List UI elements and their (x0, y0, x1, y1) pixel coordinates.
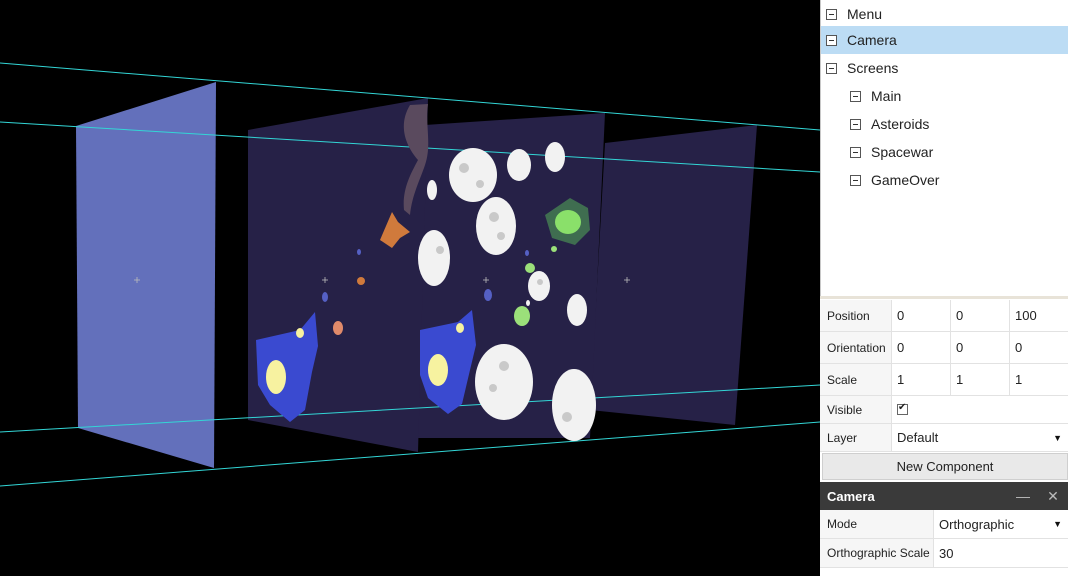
asteroid-sprites (418, 142, 596, 441)
layer-value: Default (897, 430, 939, 445)
asteroid-craters (436, 163, 572, 422)
ortho-scale-label: Orthographic Scale (820, 539, 934, 567)
layer-select[interactable]: Default ▼ (892, 424, 1068, 451)
camera-component-title: Camera (827, 488, 875, 504)
blue-bullet (357, 249, 361, 255)
tree-item-label: Menu (847, 6, 883, 22)
orange-bullet (333, 321, 343, 335)
blue-bullet (484, 289, 492, 301)
collapse-icon[interactable] (850, 174, 861, 186)
tree-item-screens[interactable]: Screens (821, 54, 1068, 82)
scale-label: Scale (820, 364, 892, 395)
position-y-input[interactable]: 0 (951, 300, 1010, 331)
camera-mode-select[interactable]: Orthographic ▼ (934, 510, 1068, 538)
orientation-row: Orientation 0 0 0 (820, 332, 1068, 364)
dropdown-arrow-icon: ▼ (1053, 432, 1062, 443)
green-bullet (525, 263, 535, 273)
scene-tree: Menu Camera Screens Main Asteroids Space… (820, 0, 1068, 298)
tree-item-menu[interactable]: Menu (821, 0, 1068, 28)
camera-plane[interactable] (76, 82, 216, 468)
layer-row: Layer Default ▼ (820, 424, 1068, 452)
blue-ship-sprite (256, 312, 318, 422)
position-row: Position 0 0 100 (820, 300, 1068, 332)
position-z-input[interactable]: 100 (1015, 308, 1037, 323)
collapse-icon[interactable] (850, 146, 861, 158)
new-component-button[interactable]: New Component (822, 453, 1068, 480)
visible-row: Visible (820, 396, 1068, 424)
camera-mode-value: Orthographic (939, 516, 1015, 532)
scale-z-input[interactable]: 1 (1015, 372, 1023, 387)
collapse-icon[interactable] (826, 8, 837, 20)
tree-item-label: GameOver (871, 172, 940, 188)
visible-cell (892, 396, 1068, 423)
ortho-scale-input[interactable]: 30 (939, 545, 954, 561)
tree-item-main[interactable]: Main (821, 82, 1068, 110)
position-x-input[interactable]: 0 (892, 300, 951, 331)
close-icon[interactable]: ✕ (1047, 487, 1059, 504)
tree-item-camera[interactable]: Camera (821, 26, 1068, 54)
scale-x-input[interactable]: 1 (892, 364, 951, 395)
layer-label: Layer (820, 424, 892, 451)
scale-row: Scale 1 1 1 (820, 364, 1068, 396)
ortho-scale-row: Orthographic Scale 30 (820, 539, 1068, 568)
position-label: Position (820, 300, 892, 331)
orientation-label: Orientation (820, 332, 892, 363)
tree-item-gameover[interactable]: GameOver (821, 166, 1068, 194)
collapse-icon[interactable] (850, 118, 861, 130)
collapse-icon[interactable] (850, 90, 861, 102)
green-bullet (514, 306, 530, 326)
collapse-icon[interactable] (826, 62, 837, 74)
blue-ship-sprite (420, 310, 476, 414)
scene-viewport[interactable] (0, 0, 820, 576)
orange-bullet (357, 277, 365, 285)
camera-mode-label: Mode (820, 510, 934, 538)
blue-bullet (525, 250, 529, 256)
tree-item-label: Camera (847, 32, 897, 48)
pivot-markers (134, 277, 630, 283)
scene-canvas[interactable] (0, 0, 820, 576)
visible-label: Visible (820, 396, 892, 423)
green-bullet (551, 246, 557, 252)
tree-item-asteroids[interactable]: Asteroids (821, 110, 1068, 138)
camera-component-header: Camera — ✕ (820, 482, 1068, 510)
orientation-z-input[interactable]: 0 (1015, 340, 1023, 355)
tree-item-label: Main (871, 88, 902, 104)
scale-y-input[interactable]: 1 (951, 364, 1010, 395)
blue-bullet (322, 292, 328, 302)
green-ship-sprite (545, 198, 590, 245)
minimize-icon[interactable]: — (1016, 488, 1030, 504)
camera-mode-row: Mode Orthographic ▼ (820, 510, 1068, 539)
orientation-x-input[interactable]: 0 (892, 332, 951, 363)
orange-ship-sprite (380, 212, 410, 248)
dropdown-arrow-icon: ▼ (1053, 519, 1062, 529)
tree-item-label: Spacewar (871, 144, 934, 160)
inspector-panel: Menu Camera Screens Main Asteroids Space… (820, 0, 1068, 576)
collapse-icon[interactable] (826, 34, 837, 46)
tree-item-label: Screens (847, 60, 899, 76)
smoke-trail (403, 104, 429, 215)
visible-checkbox[interactable] (897, 402, 908, 415)
camera-frustum (0, 62, 820, 487)
tree-item-spacewar[interactable]: Spacewar (821, 138, 1068, 166)
tree-item-label: Asteroids (871, 116, 930, 132)
screen-plane-back[interactable] (590, 125, 757, 425)
orientation-y-input[interactable]: 0 (951, 332, 1010, 363)
panel-splitter[interactable] (820, 296, 1068, 299)
